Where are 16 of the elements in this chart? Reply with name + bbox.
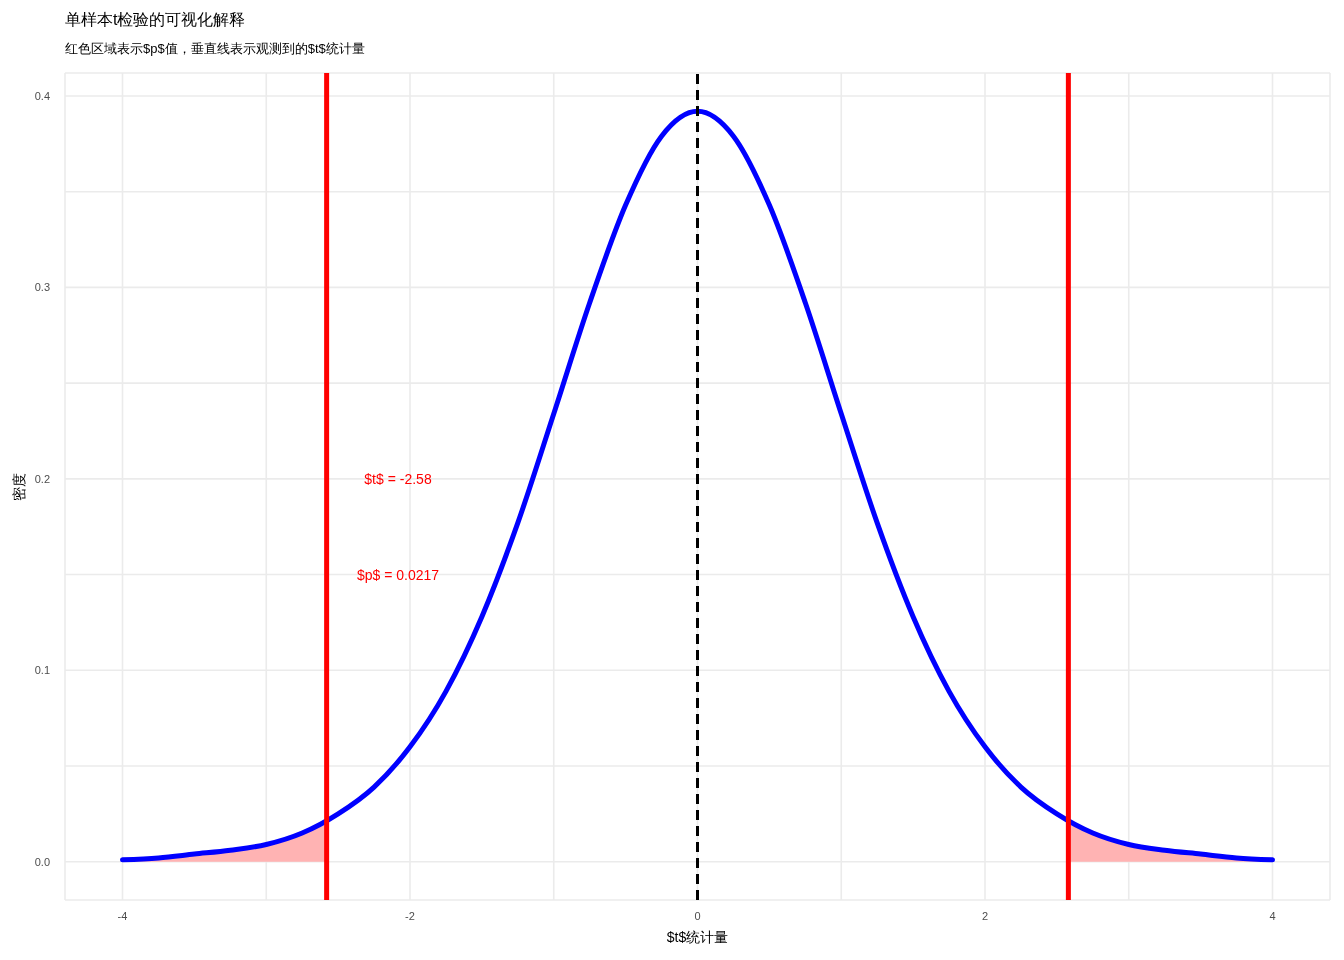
y-axis-title: 密度 bbox=[11, 472, 27, 501]
y-tick-label: 0.2 bbox=[34, 472, 50, 485]
x-tick-label: 4 bbox=[1269, 909, 1276, 922]
x-tick-label: 0 bbox=[694, 909, 701, 922]
y-tick-label: 0.3 bbox=[34, 281, 50, 294]
annotation: $p$ = 0.0217 bbox=[356, 567, 440, 583]
x-tick-label: 2 bbox=[981, 909, 989, 922]
y-tick-label: 0.1 bbox=[34, 664, 50, 677]
x-axis-title: $t$统计量 bbox=[666, 929, 729, 945]
y-tick-label: 0.4 bbox=[34, 89, 50, 102]
annotation: $t$ = -2.58 bbox=[364, 471, 432, 487]
chart-title: 单样本t检验的可视化解释 bbox=[65, 10, 246, 30]
x-tick-label: -4 bbox=[117, 909, 128, 922]
x-tick-label: -2 bbox=[405, 909, 415, 922]
y-tick-label: 0.0 bbox=[34, 855, 50, 868]
chart-subtitle: 红色区域表示$p$值，垂直线表示观测到的$t$统计量 bbox=[65, 40, 365, 58]
